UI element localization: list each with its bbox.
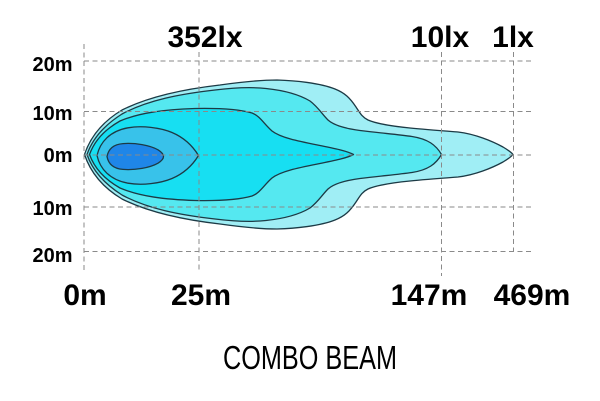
x-tick-25m: 25m <box>171 279 231 312</box>
y-tick-0m: 0m <box>44 145 73 167</box>
y-tick-10m-top: 10m <box>32 103 72 125</box>
x-axis-labels: 0m 25m 147m 469m <box>63 279 570 312</box>
y-tick-10m-bottom: 10m <box>32 198 72 220</box>
contour-hotspot-core <box>106 142 165 171</box>
lux-label-352lx: 352lx <box>167 21 242 54</box>
x-tick-469m: 469m <box>494 279 571 312</box>
lux-label-10lx: 10lx <box>411 21 470 54</box>
x-tick-0m: 0m <box>63 279 106 312</box>
lux-labels: 352lx 10lx 1lx <box>167 21 534 54</box>
chart-title: COMBO BEAM <box>223 339 397 376</box>
y-tick-20m-top: 20m <box>32 54 72 76</box>
y-axis-labels: 20m 10m 0m 10m 20m <box>32 54 72 267</box>
lux-label-1lx: 1lx <box>492 21 534 54</box>
gridlines <box>83 44 531 276</box>
x-tick-147m: 147m <box>391 279 468 312</box>
y-tick-20m-bottom: 20m <box>32 245 72 267</box>
